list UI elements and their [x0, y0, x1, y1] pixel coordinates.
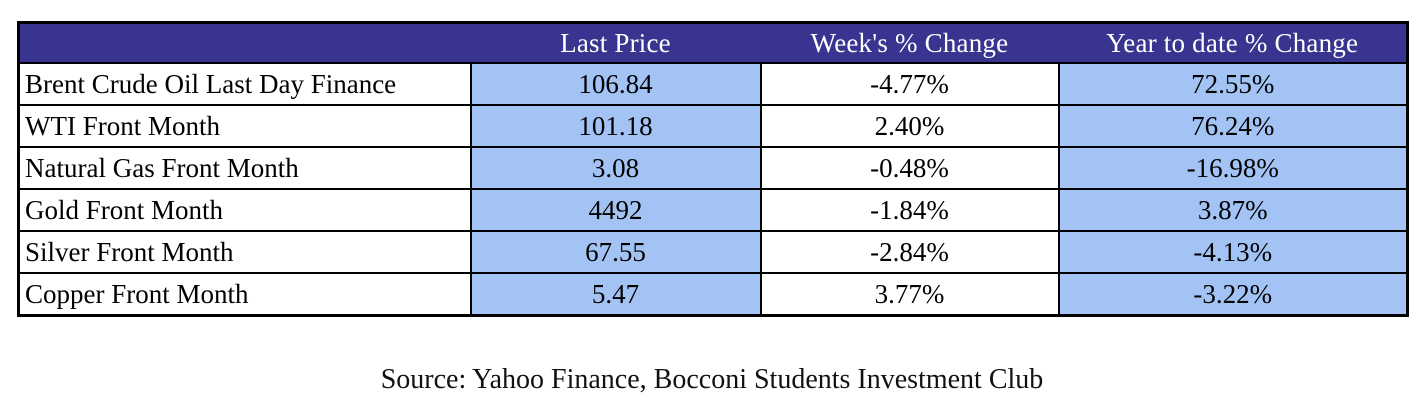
ytd-change-cell: 76.24% [1057, 104, 1409, 148]
row-label: WTI Front Month [17, 104, 472, 148]
row-label: Copper Front Month [17, 272, 472, 317]
week-change-cell: -4.77% [759, 62, 1060, 106]
commodities-table: Last Price Week's % Change Year to date … [17, 21, 1409, 317]
header-cell-empty [18, 22, 471, 63]
header-cell-ytd-change: Year to date % Change [1058, 22, 1408, 63]
row-label: Brent Crude Oil Last Day Finance [17, 62, 472, 106]
week-change-cell: 2.40% [759, 104, 1060, 148]
table-row-natural-gas: Natural Gas Front Month 3.08 -0.48% -16.… [17, 146, 1409, 190]
header-cell-last-price: Last Price [470, 22, 761, 63]
last-price-cell: 101.18 [469, 104, 762, 148]
table-row-wti: WTI Front Month 101.18 2.40% 76.24% [17, 104, 1409, 148]
ytd-change-cell: -16.98% [1057, 146, 1409, 190]
row-label: Silver Front Month [17, 230, 472, 274]
last-price-cell: 5.47 [469, 272, 762, 317]
last-price-cell: 106.84 [469, 62, 762, 106]
table-row-brent: Brent Crude Oil Last Day Finance 106.84 … [17, 62, 1409, 106]
row-label: Natural Gas Front Month [17, 146, 472, 190]
ytd-change-cell: -3.22% [1057, 272, 1409, 317]
table-row-gold: Gold Front Month 4492 -1.84% 3.87% [17, 188, 1409, 232]
week-change-cell: 3.77% [759, 272, 1060, 317]
ytd-change-cell: 3.87% [1057, 188, 1409, 232]
header-row: Last Price Week's % Change Year to date … [18, 22, 1408, 63]
week-change-cell: -0.48% [759, 146, 1060, 190]
row-label: Gold Front Month [17, 188, 472, 232]
table-row-silver: Silver Front Month 67.55 -2.84% -4.13% [17, 230, 1409, 274]
week-change-cell: -1.84% [759, 188, 1060, 232]
ytd-change-cell: -4.13% [1057, 230, 1409, 274]
ytd-change-cell: 72.55% [1057, 62, 1409, 106]
last-price-cell: 67.55 [469, 230, 762, 274]
header-cell-week-change: Week's % Change [760, 22, 1059, 63]
week-change-cell: -2.84% [759, 230, 1060, 274]
last-price-cell: 4492 [469, 188, 762, 232]
last-price-cell: 3.08 [469, 146, 762, 190]
source-caption: Source: Yahoo Finance, Bocconi Students … [380, 364, 1044, 395]
table-row-copper: Copper Front Month 5.47 3.77% -3.22% [17, 272, 1409, 317]
